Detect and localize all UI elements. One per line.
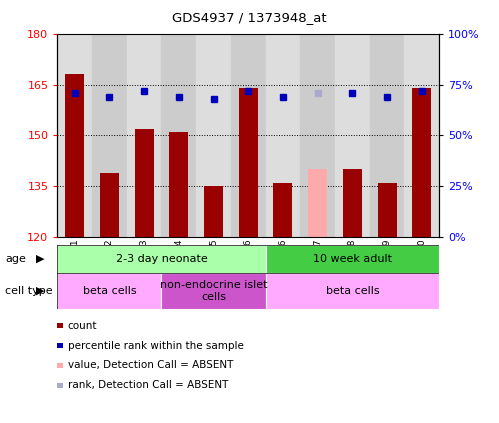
Bar xyxy=(231,34,265,237)
Text: ▶: ▶ xyxy=(36,286,44,296)
Bar xyxy=(265,34,300,237)
Bar xyxy=(135,129,154,237)
Text: percentile rank within the sample: percentile rank within the sample xyxy=(68,341,244,351)
Bar xyxy=(196,34,231,237)
Text: age: age xyxy=(5,254,26,264)
Text: count: count xyxy=(68,321,97,331)
Bar xyxy=(300,34,335,237)
Text: beta cells: beta cells xyxy=(325,286,379,296)
Bar xyxy=(127,34,162,237)
Bar xyxy=(265,273,439,309)
Bar xyxy=(92,34,127,237)
Bar xyxy=(412,88,431,237)
Bar xyxy=(204,186,223,237)
Bar xyxy=(162,273,265,309)
Text: ▶: ▶ xyxy=(36,254,44,264)
Text: GDS4937 / 1373948_at: GDS4937 / 1373948_at xyxy=(172,11,327,24)
Text: cell type: cell type xyxy=(5,286,52,296)
Bar xyxy=(65,74,84,237)
Bar xyxy=(169,132,189,237)
Bar xyxy=(370,34,404,237)
Bar xyxy=(343,169,362,237)
Bar xyxy=(273,183,292,237)
Bar xyxy=(308,169,327,237)
Bar xyxy=(100,173,119,237)
Text: non-endocrine islet
cells: non-endocrine islet cells xyxy=(160,280,267,302)
Text: rank, Detection Call = ABSENT: rank, Detection Call = ABSENT xyxy=(68,380,228,390)
Text: value, Detection Call = ABSENT: value, Detection Call = ABSENT xyxy=(68,360,233,371)
Bar xyxy=(162,34,196,237)
Bar xyxy=(378,183,397,237)
Bar xyxy=(335,34,370,237)
Text: 2-3 day neonate: 2-3 day neonate xyxy=(116,254,208,264)
Bar xyxy=(57,245,265,273)
Bar xyxy=(404,34,439,237)
Text: beta cells: beta cells xyxy=(83,286,136,296)
Bar xyxy=(265,245,439,273)
Bar xyxy=(57,273,162,309)
Bar xyxy=(239,88,258,237)
Bar xyxy=(57,34,92,237)
Text: 10 week adult: 10 week adult xyxy=(313,254,392,264)
